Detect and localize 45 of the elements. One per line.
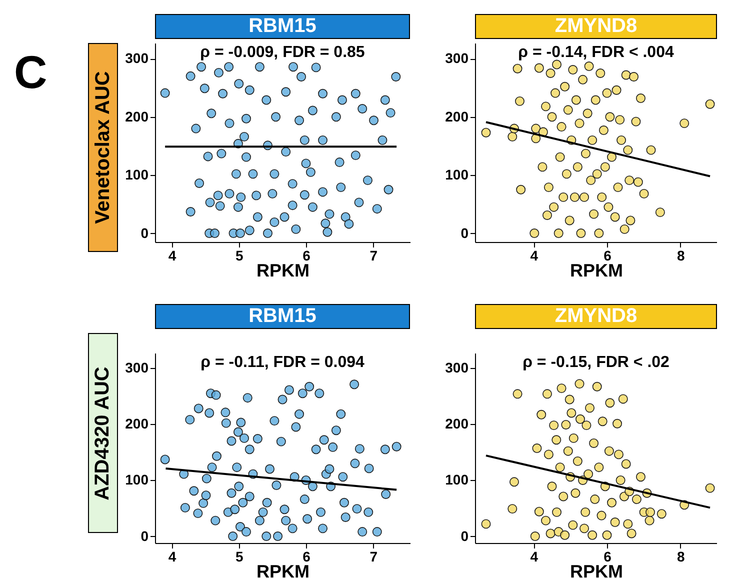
x-tick-label: 4: [168, 548, 176, 564]
x-axis-title: RPKM: [256, 562, 310, 578]
y-tick-label: 300: [125, 50, 149, 66]
y-tick-label: 100: [125, 166, 149, 183]
x-tick-label: 6: [604, 548, 612, 564]
y-tick-label: 300: [125, 360, 149, 376]
y-tick-label: 200: [445, 108, 469, 124]
x-tick-label: 5: [235, 248, 244, 264]
y-tick-label: 0: [140, 528, 149, 544]
annotation: ρ = -0.11, FDR = 0.094: [200, 354, 364, 371]
annotation: ρ = -0.15, FDR < .02: [522, 354, 670, 371]
x-axis-title: RPKM: [570, 562, 623, 578]
x-tick-label: 4: [168, 248, 176, 264]
y-tick-label: 200: [125, 108, 149, 124]
x-tick-label: 5: [235, 548, 244, 564]
x-tick-label: 4: [530, 248, 538, 264]
y-axis-title: AZD4320 AUC: [92, 366, 114, 500]
annotation: ρ = -0.14, FDR < .004: [518, 44, 674, 61]
y-tick-label: 0: [460, 528, 469, 544]
y-tick-label: 100: [445, 472, 469, 488]
annotation: ρ = -0.009, FDR = 0.85: [200, 44, 365, 61]
x-tick-label: 8: [676, 548, 685, 564]
x-tick-label: 4: [530, 548, 538, 564]
x-axis-title: RPKM: [570, 260, 623, 280]
x-tick-label: 6: [302, 248, 311, 264]
y-tick-label: 100: [125, 472, 149, 488]
y-tick-label: 300: [445, 360, 469, 376]
y-tick-label: 200: [445, 416, 469, 432]
chart-title: RBM15: [155, 304, 410, 329]
chart-title: ZMYND8: [475, 304, 717, 329]
x-axis-title: RPKM: [256, 260, 310, 280]
y-tick-label: 0: [460, 224, 469, 241]
x-tick-label: 6: [302, 548, 311, 564]
y-tick-label: 100: [445, 166, 469, 183]
y-tick-label: 300: [445, 50, 469, 66]
y-tick-label: 200: [125, 416, 149, 432]
text: C: [14, 45, 48, 99]
x-tick-label: 7: [370, 548, 378, 564]
x-tick-label: 8: [676, 248, 685, 264]
chart-title: ZMYND8: [475, 14, 717, 39]
x-tick-label: 6: [604, 248, 612, 264]
y-axis-title: Venetoclax AUC: [92, 71, 114, 224]
x-tick-label: 7: [370, 248, 378, 264]
y-tick-label: 0: [140, 224, 149, 241]
chart-title: RBM15: [155, 14, 410, 39]
